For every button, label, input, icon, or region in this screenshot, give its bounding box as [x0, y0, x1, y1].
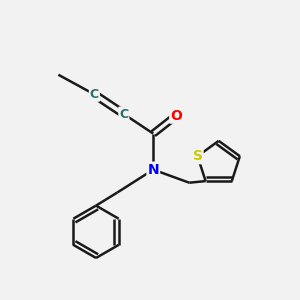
Text: N: N — [148, 163, 159, 177]
Text: C: C — [119, 107, 128, 121]
Text: C: C — [90, 88, 99, 101]
Text: S: S — [193, 149, 202, 163]
Text: O: O — [170, 109, 182, 123]
